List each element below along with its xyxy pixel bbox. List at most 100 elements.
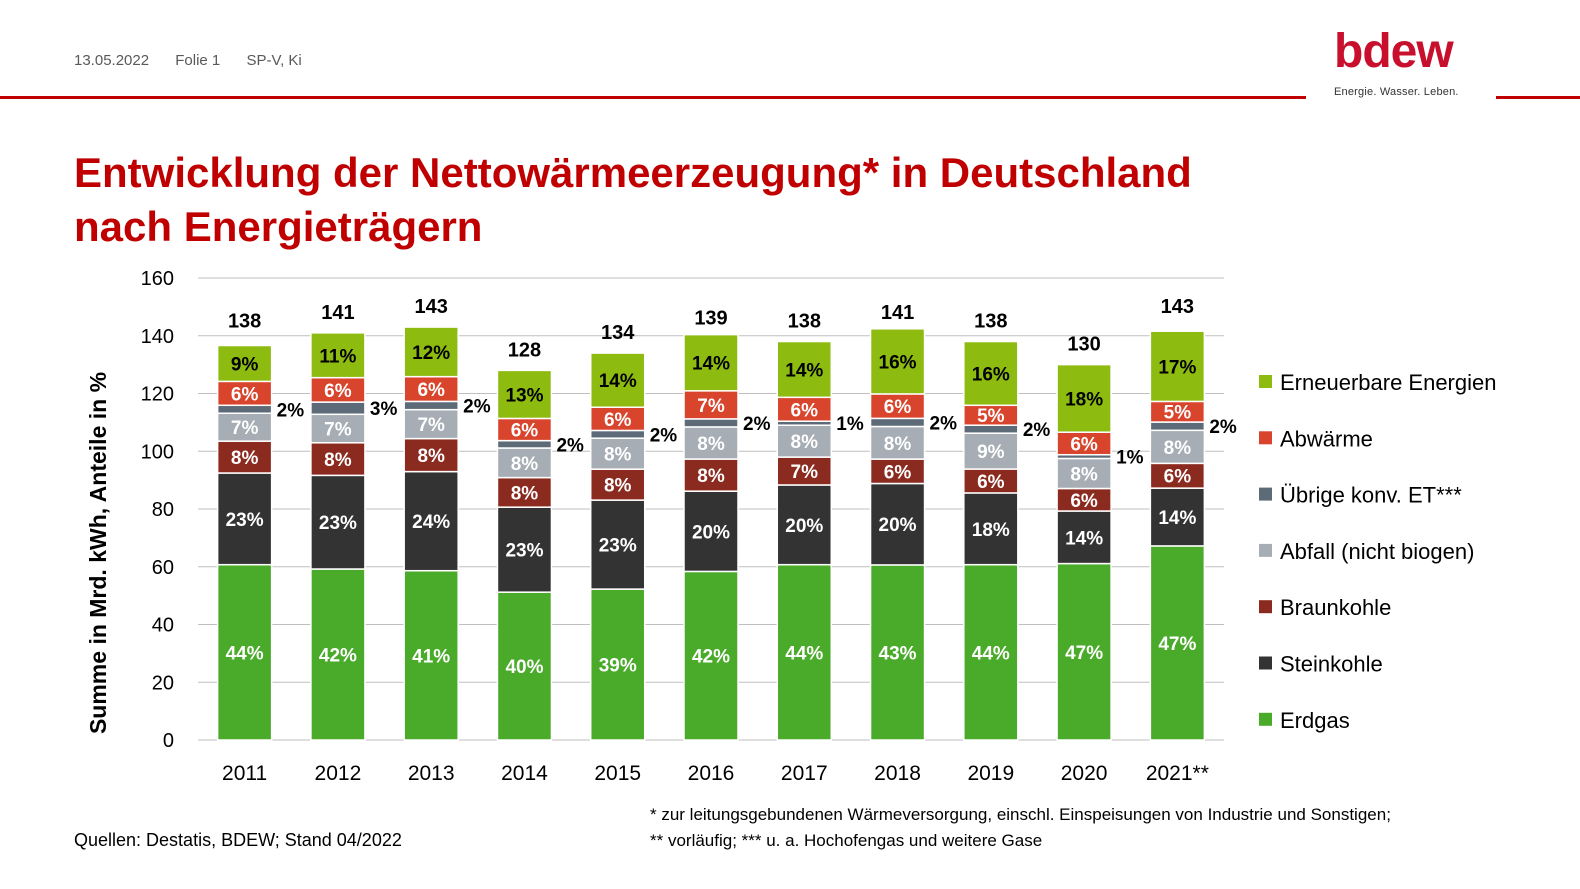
bar-segment [963,432,1019,470]
legend-swatch [1259,712,1272,726]
bar-segment [403,326,459,378]
bar-segment [683,418,739,428]
data-label: 40% [505,657,543,678]
bar-segment [310,568,366,741]
bar-segment [683,390,739,420]
data-label: 9% [977,442,1005,463]
total-label: 143 [1161,296,1194,318]
data-label: 47% [1065,643,1103,664]
bar-segment [403,408,459,440]
data-label: 6% [884,462,912,483]
bar-segment [869,458,926,485]
bar-segment [963,492,1019,566]
total-label: 141 [321,302,354,324]
data-label: 6% [511,421,539,442]
total-label: 128 [508,339,541,361]
x-tick-label: 2018 [874,762,921,785]
data-label: 42% [319,646,357,667]
bar-segment [310,413,366,444]
bar-segment [589,588,646,741]
bar-segment [1149,545,1206,741]
slide-meta: 13.05.2022 Folie 1 SP-V, Ki [74,52,324,69]
bar-segment [589,352,646,408]
data-label: 8% [1164,438,1192,459]
y-tick-label: 0 [163,730,174,752]
x-tick-label: 2019 [967,762,1014,785]
title-line-2: nach Energieträgern [74,203,483,250]
bar-segment [310,332,366,379]
data-label: 8% [231,448,259,469]
legend-swatch [1259,375,1272,388]
data-label: 14% [1158,508,1196,529]
legend-swatch [1259,600,1272,614]
footnotes: * zur leitungsgebundenen Wärmeversorgung… [650,802,1391,854]
bar-segment [216,404,273,415]
data-label: 2% [930,413,958,434]
bar-segment [216,412,273,442]
data-label: 8% [511,454,539,475]
bar-segment [776,563,833,741]
x-tick-label: 2016 [688,762,735,785]
data-label: 7% [231,418,259,439]
data-label: 20% [785,516,823,537]
bar-segment [776,424,833,458]
bar-segment [683,458,739,492]
bar-segment [869,482,926,566]
bdew-logo: bdew Energie. Wasser. Leben. [1334,25,1474,99]
data-label: 8% [604,445,632,466]
total-label: 141 [881,302,914,324]
data-label: 23% [319,513,357,534]
data-label: 16% [879,352,917,373]
data-label: 41% [412,646,450,667]
bar-segment [403,569,459,741]
data-label: 8% [604,476,632,497]
bar-segment [683,333,739,392]
data-label: 2% [1023,420,1051,441]
y-tick-label: 120 [141,384,174,406]
data-label: 5% [977,406,1005,427]
total-label: 143 [414,296,447,318]
bar-segment [403,400,459,411]
bar-segment [589,429,646,439]
total-label: 138 [228,311,261,333]
legend-label: Steinkohle [1280,652,1383,677]
data-label: 39% [599,656,637,677]
data-label: 6% [884,397,912,418]
total-label: 138 [788,311,821,333]
bar-segment [776,484,833,566]
data-label: 5% [1164,403,1192,424]
slide-author: SP-V, Ki [246,52,302,69]
data-label: 12% [412,343,450,364]
data-label: 6% [604,410,632,431]
bar-segment [496,439,553,449]
data-label: 20% [692,522,730,543]
y-tick-label: 20 [152,672,174,694]
total-label: 139 [694,308,727,330]
logo-word: bdew [1334,25,1454,78]
data-label: 3% [370,399,398,420]
bar-segment [1149,462,1206,489]
data-label: 44% [226,643,264,664]
data-label: 2% [277,400,305,421]
legend-label: Braunkohle [1280,595,1391,620]
bar-segment [869,417,926,428]
data-label: 18% [1065,389,1103,410]
bar-segment [963,563,1019,741]
bar-segment [1056,510,1112,565]
data-label: 7% [791,462,819,483]
y-axis-label: Summe in Mrd. kWh, Anteile in % [85,372,111,734]
data-label: 9% [231,354,259,375]
bar-segment [776,340,833,399]
x-tick-label: 2015 [594,762,641,785]
data-label: 8% [324,450,352,471]
data-label: 7% [417,415,445,436]
bar-segment [869,393,926,420]
data-label: 6% [1164,467,1192,488]
bar-segment [496,447,553,479]
x-tick-label: 2021** [1146,762,1209,785]
data-label: 6% [791,400,819,421]
legend-label: Erdgas [1280,708,1350,733]
total-label: 138 [974,311,1007,333]
data-label: 8% [884,434,912,455]
data-label: 17% [1158,357,1196,378]
